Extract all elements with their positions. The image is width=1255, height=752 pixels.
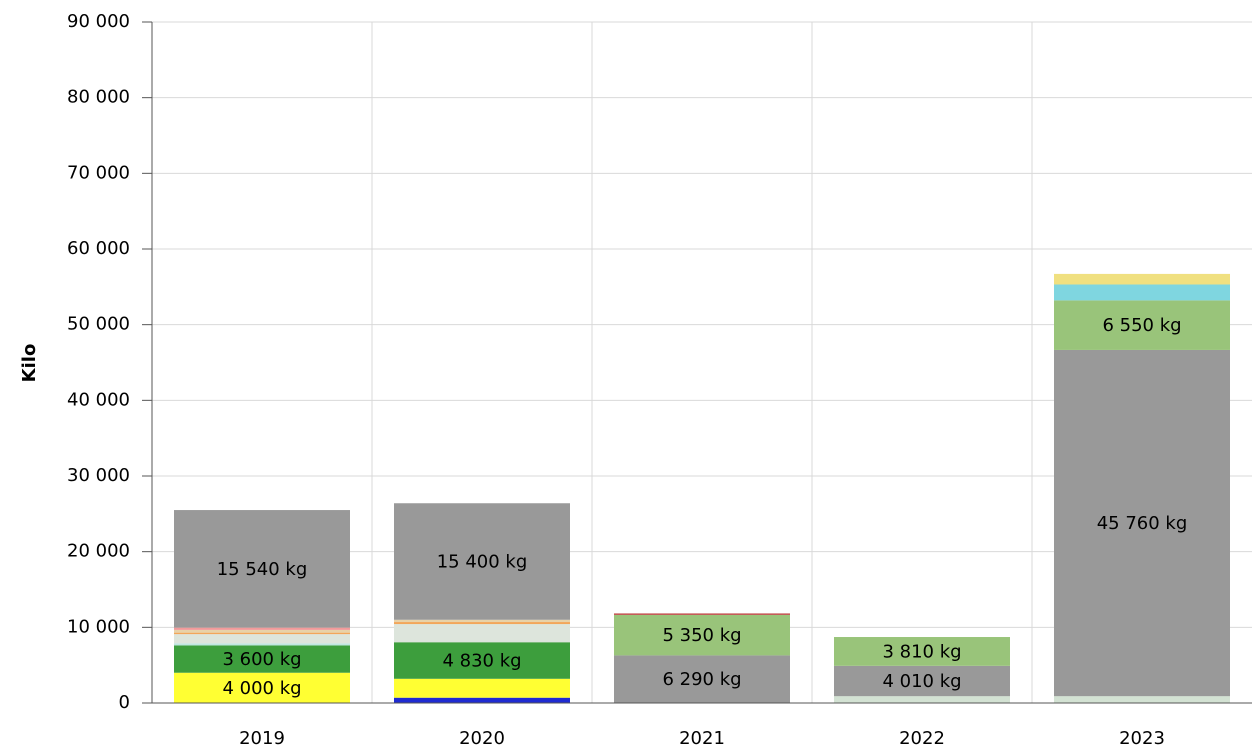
y-tick-label: 60 000 — [67, 238, 130, 259]
bar-segment — [174, 627, 350, 630]
bar-segment — [614, 613, 790, 615]
y-tick-label: 20 000 — [67, 541, 130, 562]
y-tick-label: 0 — [119, 692, 130, 713]
data-label: 4 830 kg — [442, 651, 521, 672]
bar-segment — [174, 629, 350, 633]
data-label: 5 350 kg — [662, 625, 741, 646]
data-label: 15 540 kg — [217, 559, 308, 580]
bar-segment — [174, 510, 350, 628]
y-tick-label: 90 000 — [67, 11, 130, 32]
data-label: 6 550 kg — [1102, 315, 1181, 336]
y-tick-label: 50 000 — [67, 314, 130, 335]
data-label: 6 290 kg — [662, 669, 741, 690]
x-tick-label: 2023 — [1119, 728, 1165, 749]
bar-segment — [614, 655, 790, 703]
bar-segment — [394, 619, 570, 623]
data-label: 3 600 kg — [222, 649, 301, 670]
y-tick-label: 40 000 — [67, 389, 130, 410]
bar-segment — [1054, 349, 1230, 697]
bar-segment — [834, 637, 1010, 666]
data-label: 4 000 kg — [222, 678, 301, 699]
y-axis-title: Kilo — [19, 344, 40, 383]
bar-segment — [174, 672, 350, 703]
data-label: 3 810 kg — [882, 641, 961, 662]
bar-segment — [1054, 273, 1230, 285]
bar-segment — [174, 643, 350, 646]
bar-segment — [394, 678, 570, 698]
y-tick-label: 80 000 — [67, 87, 130, 108]
bar-segment — [174, 645, 350, 673]
bar-segment — [614, 614, 790, 656]
data-label: 4 010 kg — [882, 671, 961, 692]
bar-segment — [394, 697, 570, 703]
bar-segment — [394, 503, 570, 620]
bar-segment — [834, 696, 1010, 703]
y-tick-label: 10 000 — [67, 616, 130, 637]
bar-segment — [1054, 300, 1230, 350]
y-tick-label: 30 000 — [67, 465, 130, 486]
bar-segment — [394, 624, 570, 643]
x-tick-label: 2020 — [459, 728, 505, 749]
bar-segment — [174, 632, 350, 635]
bar-segment — [834, 665, 1010, 697]
bar-segment — [394, 622, 570, 625]
x-tick-label: 2021 — [679, 728, 725, 749]
bar-segment — [174, 634, 350, 644]
x-tick-label: 2022 — [899, 728, 945, 749]
bar-segment — [1054, 696, 1230, 703]
bar-segment — [394, 642, 570, 679]
data-label: 15 400 kg — [437, 552, 528, 573]
data-label: 45 760 kg — [1097, 513, 1188, 534]
bar-segment — [1054, 284, 1230, 301]
x-tick-label: 2019 — [239, 728, 285, 749]
y-tick-label: 70 000 — [67, 162, 130, 183]
